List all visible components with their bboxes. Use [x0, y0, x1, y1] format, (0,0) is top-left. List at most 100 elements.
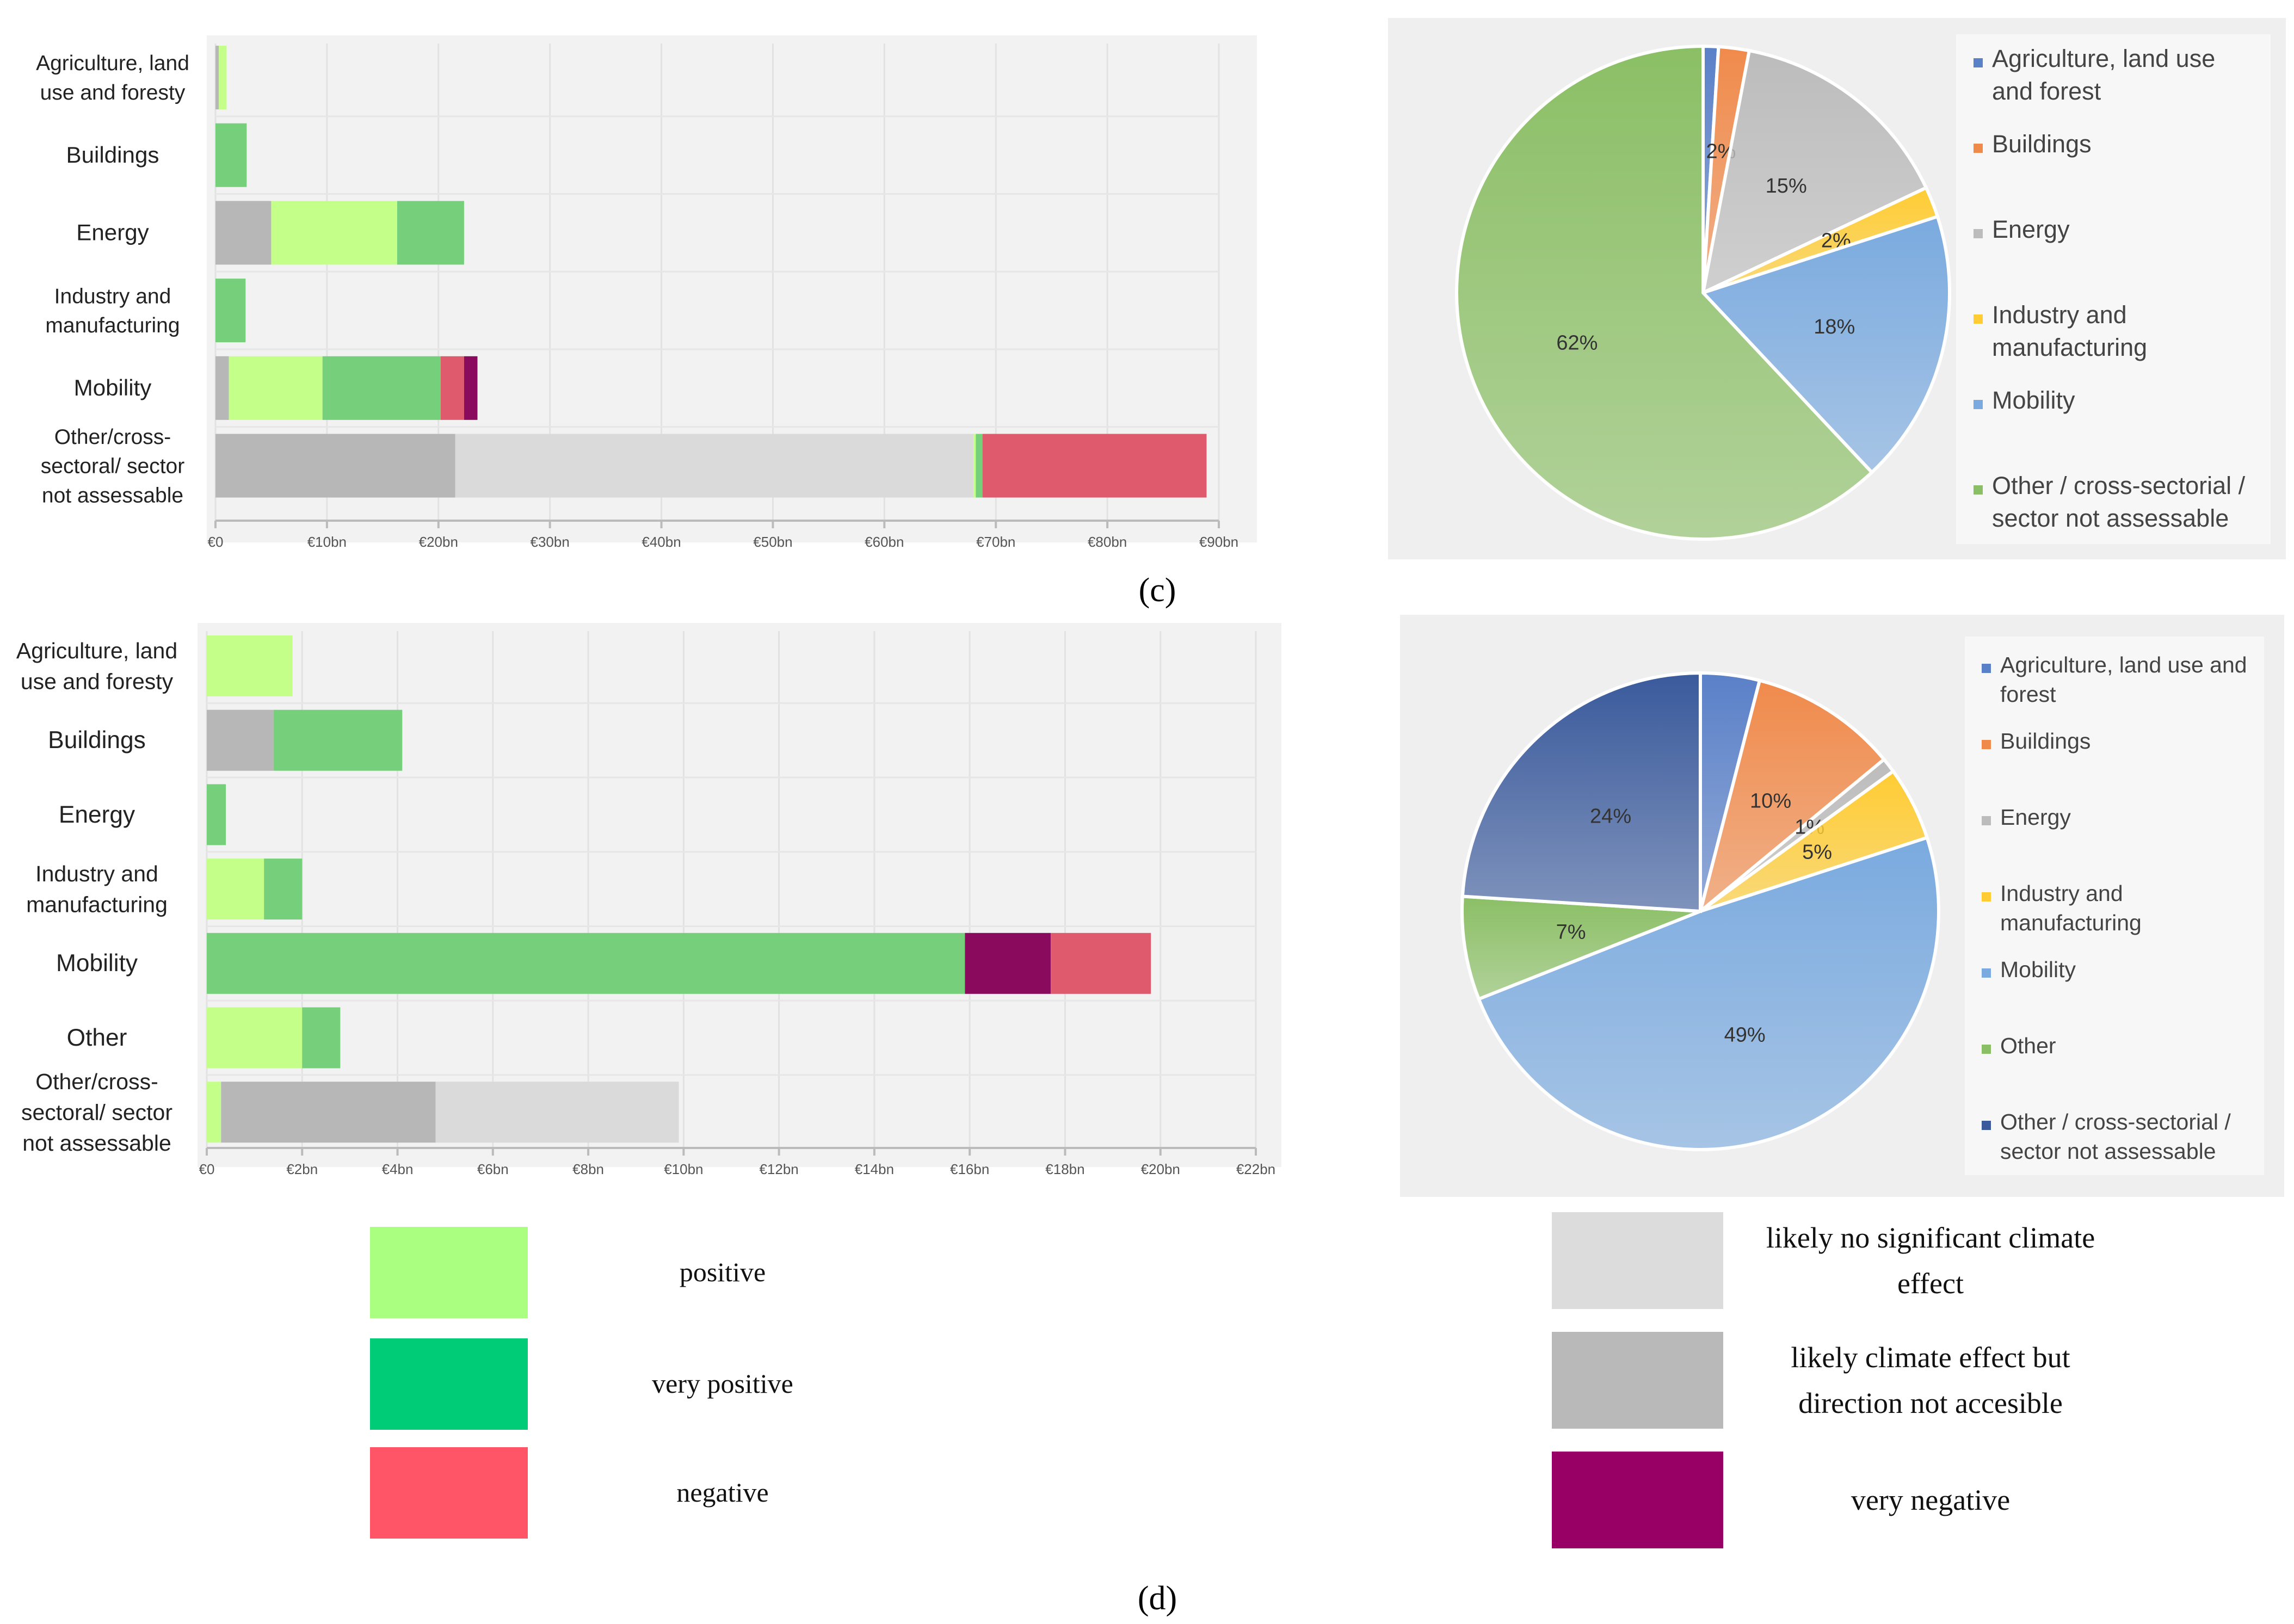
legend-label: Mobility — [1992, 386, 2075, 414]
legend-label: very negative — [1851, 1484, 2010, 1516]
category-label: Other/cross- — [54, 425, 171, 449]
bar-segment-very-positive — [976, 434, 983, 498]
pie-data-label: 15% — [1766, 175, 1807, 197]
bar-segment-very-positive — [302, 1007, 341, 1069]
pie-slice — [1476, 835, 1940, 1151]
category-label: not assessable — [42, 484, 183, 507]
legend-background — [1965, 637, 2264, 1175]
legend-label: likely climate effect but — [1791, 1341, 2070, 1374]
bar-segment-unclear — [215, 201, 272, 265]
legend-label: Energy — [1992, 215, 2070, 243]
legend-label: Other — [2000, 1033, 2056, 1058]
bar-segment-very-positive — [397, 201, 464, 265]
chart-d-bar: €0 €2bn €4bn €6bn €8bn €10bn €12bn €14bn €16bn €1… — [16, 623, 1281, 1177]
legend-label: likely no significant climate — [1766, 1221, 2095, 1254]
pie-slice — [1700, 48, 1928, 296]
legend-label: effect — [1897, 1267, 1964, 1300]
bar-segment-negative — [440, 356, 464, 420]
legend-label: direction not accesible — [1798, 1387, 2063, 1419]
legend-swatch-positive — [370, 1227, 528, 1318]
panel-label-c: (c) — [1139, 572, 1176, 609]
legend-swatch — [1974, 229, 1983, 238]
chart-d-pie: 10%1%5%49%7%24%Agriculture, land use and… — [1400, 615, 2284, 1197]
x-tick-label: €18bn — [1045, 1161, 1084, 1177]
bar-segment-unclear — [215, 46, 219, 109]
bar-segment-very-positive — [322, 356, 441, 420]
legend-swatch — [1982, 1045, 1991, 1054]
category-label: Buildings — [66, 142, 159, 168]
category-label: Buildings — [48, 727, 146, 754]
legend-background — [1956, 34, 2271, 544]
bar-segment-very-positive — [215, 279, 246, 343]
legend-swatch — [1974, 144, 1983, 153]
bar-segment-positive — [271, 201, 397, 265]
x-tick-label: €10bn — [307, 534, 347, 550]
legend-label: Energy — [2000, 805, 2071, 830]
bar-segment-unclear — [207, 709, 274, 771]
bar-segment-unclear — [215, 356, 229, 420]
legend-label: manufacturing — [2000, 910, 2142, 935]
legend-swatch — [1982, 1121, 1991, 1130]
legend-swatch — [1552, 1332, 1723, 1429]
x-tick-label: €70bn — [976, 534, 1015, 550]
pie-data-label: 18% — [1814, 316, 1855, 338]
x-tick-label: €60bn — [865, 534, 904, 550]
category-label: Mobility — [56, 950, 138, 977]
legend-label: Industry and — [1992, 301, 2127, 329]
legend-label: manufacturing — [1992, 334, 2147, 361]
x-tick-label: €22bn — [1236, 1161, 1275, 1177]
chart-c-bar: €0 €10bn €20bn €30bn €40bn €50bn €60bn €70bn €80… — [36, 35, 1257, 550]
bar-segment-positive — [207, 859, 264, 920]
x-tick-label: €14bn — [855, 1161, 894, 1177]
pie-slice — [1700, 214, 1951, 475]
bar-segment-positive — [229, 356, 323, 420]
category-label: Industry and — [54, 285, 171, 308]
category-label: manufacturing — [26, 892, 168, 917]
bar-segment-positive — [207, 1082, 221, 1143]
legend-swatch — [1982, 664, 1991, 673]
category-label: Agriculture, land — [16, 638, 177, 663]
pie-slice — [1460, 894, 1701, 1002]
legend-label: positive — [680, 1257, 766, 1287]
pie-data-label: 49% — [1724, 1024, 1766, 1047]
legend-label: Buildings — [2000, 728, 2090, 754]
legend-label: Industry and — [2000, 881, 2123, 906]
category-label: Energy — [76, 220, 149, 245]
legend-swatch-very-positive — [370, 1338, 528, 1430]
bar-segment-positive — [207, 635, 293, 696]
category-label: use and foresty — [21, 669, 174, 694]
category-label: not assessable — [22, 1131, 171, 1156]
bar-segment-negative — [1051, 933, 1151, 994]
legend-label: Buildings — [1992, 130, 2092, 158]
pie-data-label: 10% — [1750, 790, 1791, 813]
legend-swatch — [1552, 1212, 1723, 1309]
category-label: use and foresty — [40, 81, 186, 104]
legend-label: Other / cross-sectorial / — [2000, 1109, 2231, 1134]
legend-label: very positive — [652, 1368, 793, 1399]
legend-swatch — [1982, 968, 1991, 978]
bar-segment-unclear — [215, 434, 455, 498]
x-tick-label: €0 — [199, 1161, 215, 1177]
x-tick-label: €12bn — [759, 1161, 798, 1177]
x-tick-label: €2bn — [286, 1161, 318, 1177]
x-tick-label: €50bn — [753, 534, 792, 550]
effect-legend: positive very positive negative likely no s… — [370, 1212, 2095, 1548]
pie-slice — [1697, 678, 1886, 916]
legend-label: sector not assessable — [2000, 1139, 2216, 1164]
legend-swatch — [1974, 400, 1983, 409]
x-tick-label: €20bn — [419, 534, 458, 550]
pie-slice — [1455, 44, 1874, 541]
x-tick-label: €80bn — [1088, 534, 1127, 550]
panel-label-d: (d) — [1138, 1580, 1177, 1617]
category-label: sectoral/ sector — [41, 455, 184, 478]
bar-segment-positive — [207, 1007, 303, 1069]
bar-segment-positive — [219, 46, 227, 109]
pie-data-label: 62% — [1556, 332, 1598, 355]
x-tick-label: €4bn — [382, 1161, 414, 1177]
bar-segment-very-positive — [207, 784, 226, 845]
legend-swatch — [1982, 892, 1991, 901]
category-label: Energy — [59, 801, 135, 828]
bar-segment-very-positive — [215, 123, 247, 187]
bar-segment-very-positive — [207, 933, 965, 994]
